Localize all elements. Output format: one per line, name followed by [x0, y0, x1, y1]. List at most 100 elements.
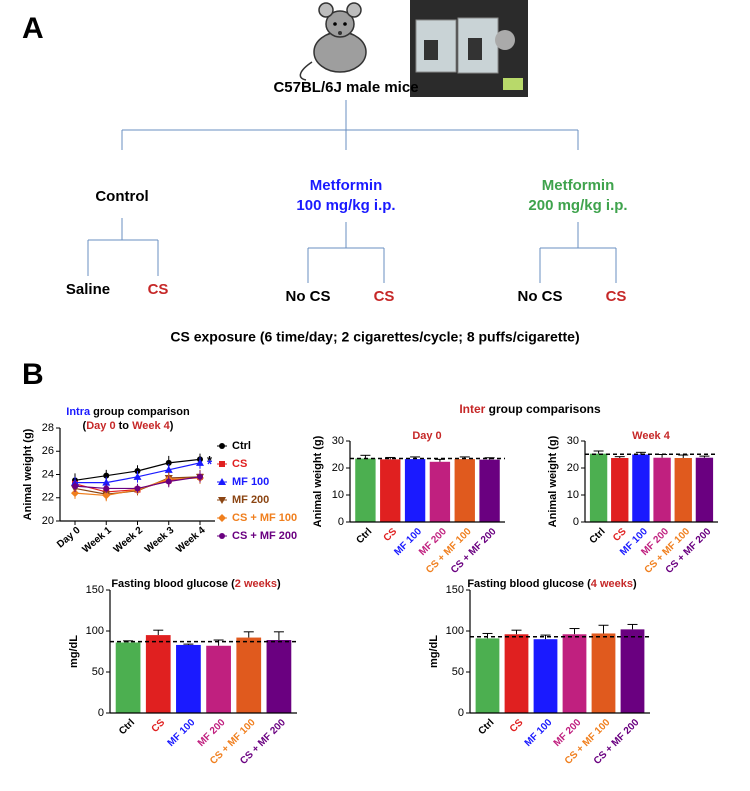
- leaf-label: CS: [606, 288, 627, 305]
- bar: [533, 639, 558, 713]
- leaf-label: No CS: [518, 288, 563, 305]
- chart-title: Week 4: [632, 430, 671, 442]
- chart-title: (Day 0 to Week 4): [83, 420, 174, 432]
- y-tick-label: 26: [42, 445, 54, 457]
- bar: [562, 634, 587, 713]
- bar: [475, 638, 500, 713]
- section-title: Inter group comparisons: [459, 402, 601, 416]
- legend-label: Ctrl: [232, 440, 251, 452]
- point: [103, 485, 110, 492]
- bar: [380, 459, 401, 522]
- y-tick-label: 20: [42, 515, 54, 527]
- y-tick-label: 0: [458, 707, 464, 719]
- y-axis-label: Animal weight (g): [312, 435, 324, 527]
- y-tick-label: 150: [86, 584, 104, 596]
- bar: [145, 635, 171, 713]
- x-tick-label: Week 2: [112, 525, 146, 556]
- x-tick-label: CS: [382, 526, 400, 544]
- chart-title-part: group comparison: [90, 406, 190, 418]
- leaf-label: CS: [148, 281, 169, 298]
- x-tick-label: CS: [508, 717, 526, 735]
- panel-label: A: [22, 12, 44, 45]
- point: [196, 458, 204, 466]
- chart-title: Day 0: [412, 430, 441, 442]
- chart-title-part: ): [170, 420, 174, 432]
- y-tick-label: 20: [567, 462, 579, 474]
- legend-label: CS + MF 100: [232, 512, 297, 524]
- bar: [674, 458, 692, 522]
- x-tick-label: Ctrl: [477, 717, 497, 737]
- x-tick-label: Ctrl: [354, 526, 374, 546]
- chart-title-part: 2 weeks: [235, 578, 277, 590]
- chart-title-part: 4 weeks: [591, 578, 633, 590]
- bar: [404, 459, 426, 522]
- legend-label: MF 200: [232, 494, 269, 506]
- y-axis-label: Animal weight (g): [22, 428, 34, 520]
- mouse-icon: [299, 2, 367, 81]
- annotation: *: [207, 456, 213, 471]
- chart-title-part: Fasting blood glucose (: [111, 578, 235, 590]
- y-axis-label: Animal weight (g): [547, 435, 559, 527]
- bar: [266, 640, 292, 713]
- y-tick-label: 28: [42, 422, 54, 434]
- point: [72, 483, 78, 490]
- footer: CS exposure (6 time/day; 2 cigarettes/cy…: [170, 329, 579, 345]
- chart-title-part: to: [116, 420, 133, 432]
- bar: [429, 461, 451, 522]
- y-tick-label: 50: [92, 666, 104, 678]
- bar: [355, 458, 376, 522]
- y-axis-label: mg/dL: [428, 635, 440, 668]
- section-title-part: group comparisons: [485, 402, 601, 416]
- chart-title-part: (: [83, 420, 87, 432]
- bar: [504, 634, 529, 713]
- chart-title-part: Day 0: [86, 420, 115, 432]
- chart-title: Fasting blood glucose (2 weeks): [111, 578, 281, 590]
- x-tick-label: Ctrl: [588, 526, 608, 546]
- chart-title-part: ): [633, 578, 637, 590]
- y-tick-label: 100: [446, 625, 464, 637]
- bar: [620, 629, 645, 713]
- point: [164, 465, 173, 473]
- root-label: C57BL/6J male mice: [273, 79, 418, 96]
- bar: [236, 637, 262, 713]
- bar: [632, 454, 650, 522]
- bar: [591, 633, 616, 713]
- x-tick-label: MF 100: [166, 717, 198, 749]
- leaf-label: Saline: [66, 281, 110, 298]
- group-label: 200 mg/kg i.p.: [528, 197, 627, 214]
- point: [134, 485, 141, 492]
- chart-title-part: Fasting blood glucose (: [467, 578, 591, 590]
- panel-label: B: [22, 358, 44, 391]
- x-tick-label: Day 0: [55, 525, 83, 551]
- group-label: 100 mg/kg i.p.: [296, 197, 395, 214]
- group-label: Metformin: [310, 177, 383, 194]
- section-title-part: Inter: [459, 402, 485, 416]
- point: [133, 472, 142, 480]
- x-tick-label: MF 100: [523, 717, 555, 749]
- chart-title-part: Week 4: [632, 430, 671, 442]
- y-tick-label: 50: [452, 666, 464, 678]
- bar: [115, 642, 141, 713]
- chart-title-part: ): [277, 578, 281, 590]
- y-axis-label: mg/dL: [68, 635, 80, 668]
- y-tick-label: 0: [98, 707, 104, 719]
- chart-title-part: Intra: [66, 406, 91, 418]
- y-tick-label: 150: [446, 584, 464, 596]
- point: [165, 478, 172, 485]
- y-tick-label: 0: [573, 516, 579, 528]
- chart-title: Fasting blood glucose (4 weeks): [467, 578, 637, 590]
- point: [103, 472, 110, 479]
- group-label: Metformin: [542, 177, 615, 194]
- y-tick-label: 10: [332, 489, 344, 501]
- y-tick-label: 30: [567, 435, 579, 447]
- chart-title-part: Day 0: [412, 430, 441, 442]
- y-tick-label: 22: [42, 492, 54, 504]
- x-tick-label: Week 1: [81, 525, 115, 556]
- bar: [206, 645, 231, 713]
- legend-label: MF 100: [232, 476, 269, 488]
- bar: [454, 459, 475, 522]
- leaf-label: CS: [374, 288, 395, 305]
- bar: [611, 458, 629, 522]
- x-tick-label: CS: [150, 717, 168, 735]
